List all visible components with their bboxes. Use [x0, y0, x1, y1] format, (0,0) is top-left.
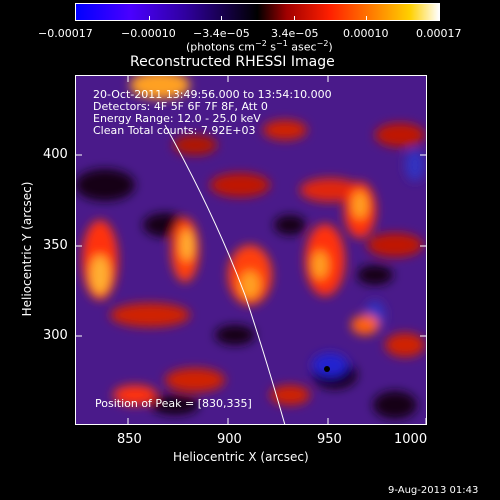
y-tick-label: 400: [43, 147, 68, 162]
x-tick-label: 900: [217, 432, 242, 447]
y-tick-label: 350: [43, 238, 68, 253]
y-axis-title: Heliocentric Y (arcsec): [20, 179, 34, 319]
x-tick-label: 1000: [394, 432, 427, 447]
x-axis-title: Heliocentric X (arcsec): [173, 450, 309, 464]
x-tick-label: 950: [317, 432, 342, 447]
footer-timestamp: 9-Aug-2013 01:43: [388, 486, 478, 496]
x-tick-label: 850: [117, 432, 142, 447]
y-tick-label: 300: [43, 328, 68, 343]
